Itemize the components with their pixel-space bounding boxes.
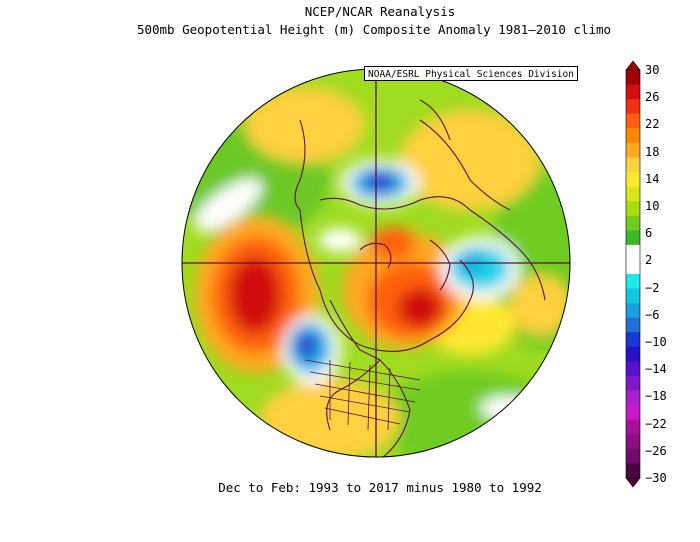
colorbar-tick-label: 30 [645, 63, 660, 77]
colorbar-tick-label: 6 [645, 226, 653, 241]
colorbar-swatch [626, 390, 640, 406]
colorbar-swatch [626, 84, 640, 100]
time-period-caption: Dec to Feb: 1993 to 2017 minus 1980 to 1… [218, 480, 542, 495]
colorbar-tick-label: −14 [645, 362, 667, 377]
anomaly-field [182, 69, 570, 457]
colorbar-swatch [626, 317, 640, 333]
colorbar-tick-label: 2 [645, 253, 653, 268]
colorbar-tick-label: 26 [645, 90, 660, 105]
colorbar-swatch [626, 99, 640, 115]
colorbar-tick-label: −10 [645, 335, 667, 349]
colorbar-max-arrow [625, 60, 641, 71]
colorbar-swatch [626, 361, 640, 377]
colorbar-swatch [626, 128, 640, 144]
colorbar-tick-label: −18 [645, 389, 667, 404]
colorbar-swatch [626, 172, 640, 188]
colorbar-tick-label: −26 [645, 443, 667, 458]
colorbar-tick-label: 18 [645, 144, 660, 159]
colorbar-swatch [626, 230, 640, 246]
map-subtitle: 500mb Geopotential Height (m) Composite … [136, 22, 612, 37]
colorbar-swatch [626, 346, 640, 362]
colorbar-swatch [626, 244, 640, 260]
colorbar-swatch [626, 376, 640, 392]
colorbar-swatch [626, 419, 640, 435]
credit-label: NOAA/ESRL Physical Sciences Division [364, 66, 578, 81]
colorbar-swatch [626, 434, 640, 450]
colorbar-swatch [626, 332, 640, 348]
colorbar-min-arrow [625, 477, 641, 488]
colorbar-swatch [626, 303, 640, 319]
colorbar-swatch [626, 259, 640, 275]
colorbar-tick-label: −30 [645, 471, 667, 485]
colorbar-tick-label: 10 [645, 199, 660, 213]
colorbar-tick-label: 14 [645, 171, 660, 186]
colorbar-swatch [626, 274, 640, 290]
colorbar-swatch [626, 463, 640, 479]
colorbar-swatch [626, 113, 640, 129]
colorbar-swatch [626, 201, 640, 217]
colorbar-tick-label: −22 [645, 416, 667, 431]
colorbar [625, 60, 641, 488]
colorbar-swatch [626, 70, 640, 86]
map-title: NCEP/NCAR Reanalysis [304, 4, 456, 19]
colorbar-swatch [626, 215, 640, 231]
colorbar-border [625, 69, 641, 479]
colorbar-swatch [626, 405, 640, 421]
colorbar-swatch [626, 157, 640, 173]
colorbar-tick-label: −2 [645, 280, 660, 295]
colorbar-swatch [626, 142, 640, 158]
colorbar-tick-label: 22 [645, 117, 660, 132]
colorbar-swatch [626, 448, 640, 464]
colorbar-swatch [626, 288, 640, 304]
colorbar-tick-label: −6 [645, 307, 660, 322]
colorbar-swatch [626, 186, 640, 202]
